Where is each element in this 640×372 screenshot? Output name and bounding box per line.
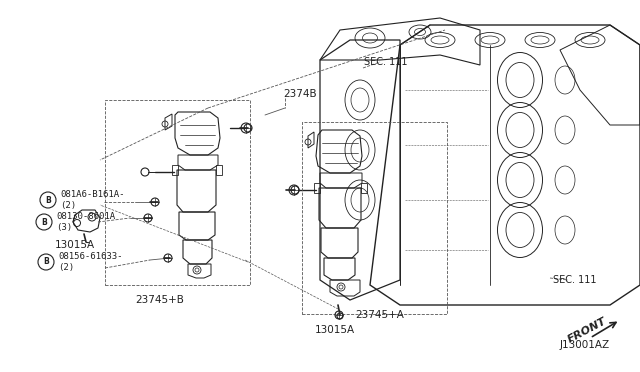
Text: 23745+A: 23745+A <box>355 310 404 320</box>
Text: 2374B: 2374B <box>283 89 317 99</box>
Text: 08130-8601A
(3): 08130-8601A (3) <box>56 212 115 232</box>
Bar <box>105 100 250 285</box>
Text: 081A6-B161A-
(2): 081A6-B161A- (2) <box>60 190 125 210</box>
Text: SEC. 111: SEC. 111 <box>553 275 596 285</box>
Text: B: B <box>43 257 49 266</box>
Bar <box>302 122 447 314</box>
Text: 08156-61633-
(2): 08156-61633- (2) <box>58 252 122 272</box>
Text: 23745+B: 23745+B <box>135 295 184 305</box>
Text: B: B <box>45 196 51 205</box>
Text: SEC. 111: SEC. 111 <box>364 57 408 67</box>
Text: 13015A: 13015A <box>315 325 355 335</box>
Text: J13001AZ: J13001AZ <box>560 340 610 350</box>
Text: FRONT: FRONT <box>566 315 609 344</box>
Text: 13015A: 13015A <box>55 240 95 250</box>
Text: B: B <box>41 218 47 227</box>
